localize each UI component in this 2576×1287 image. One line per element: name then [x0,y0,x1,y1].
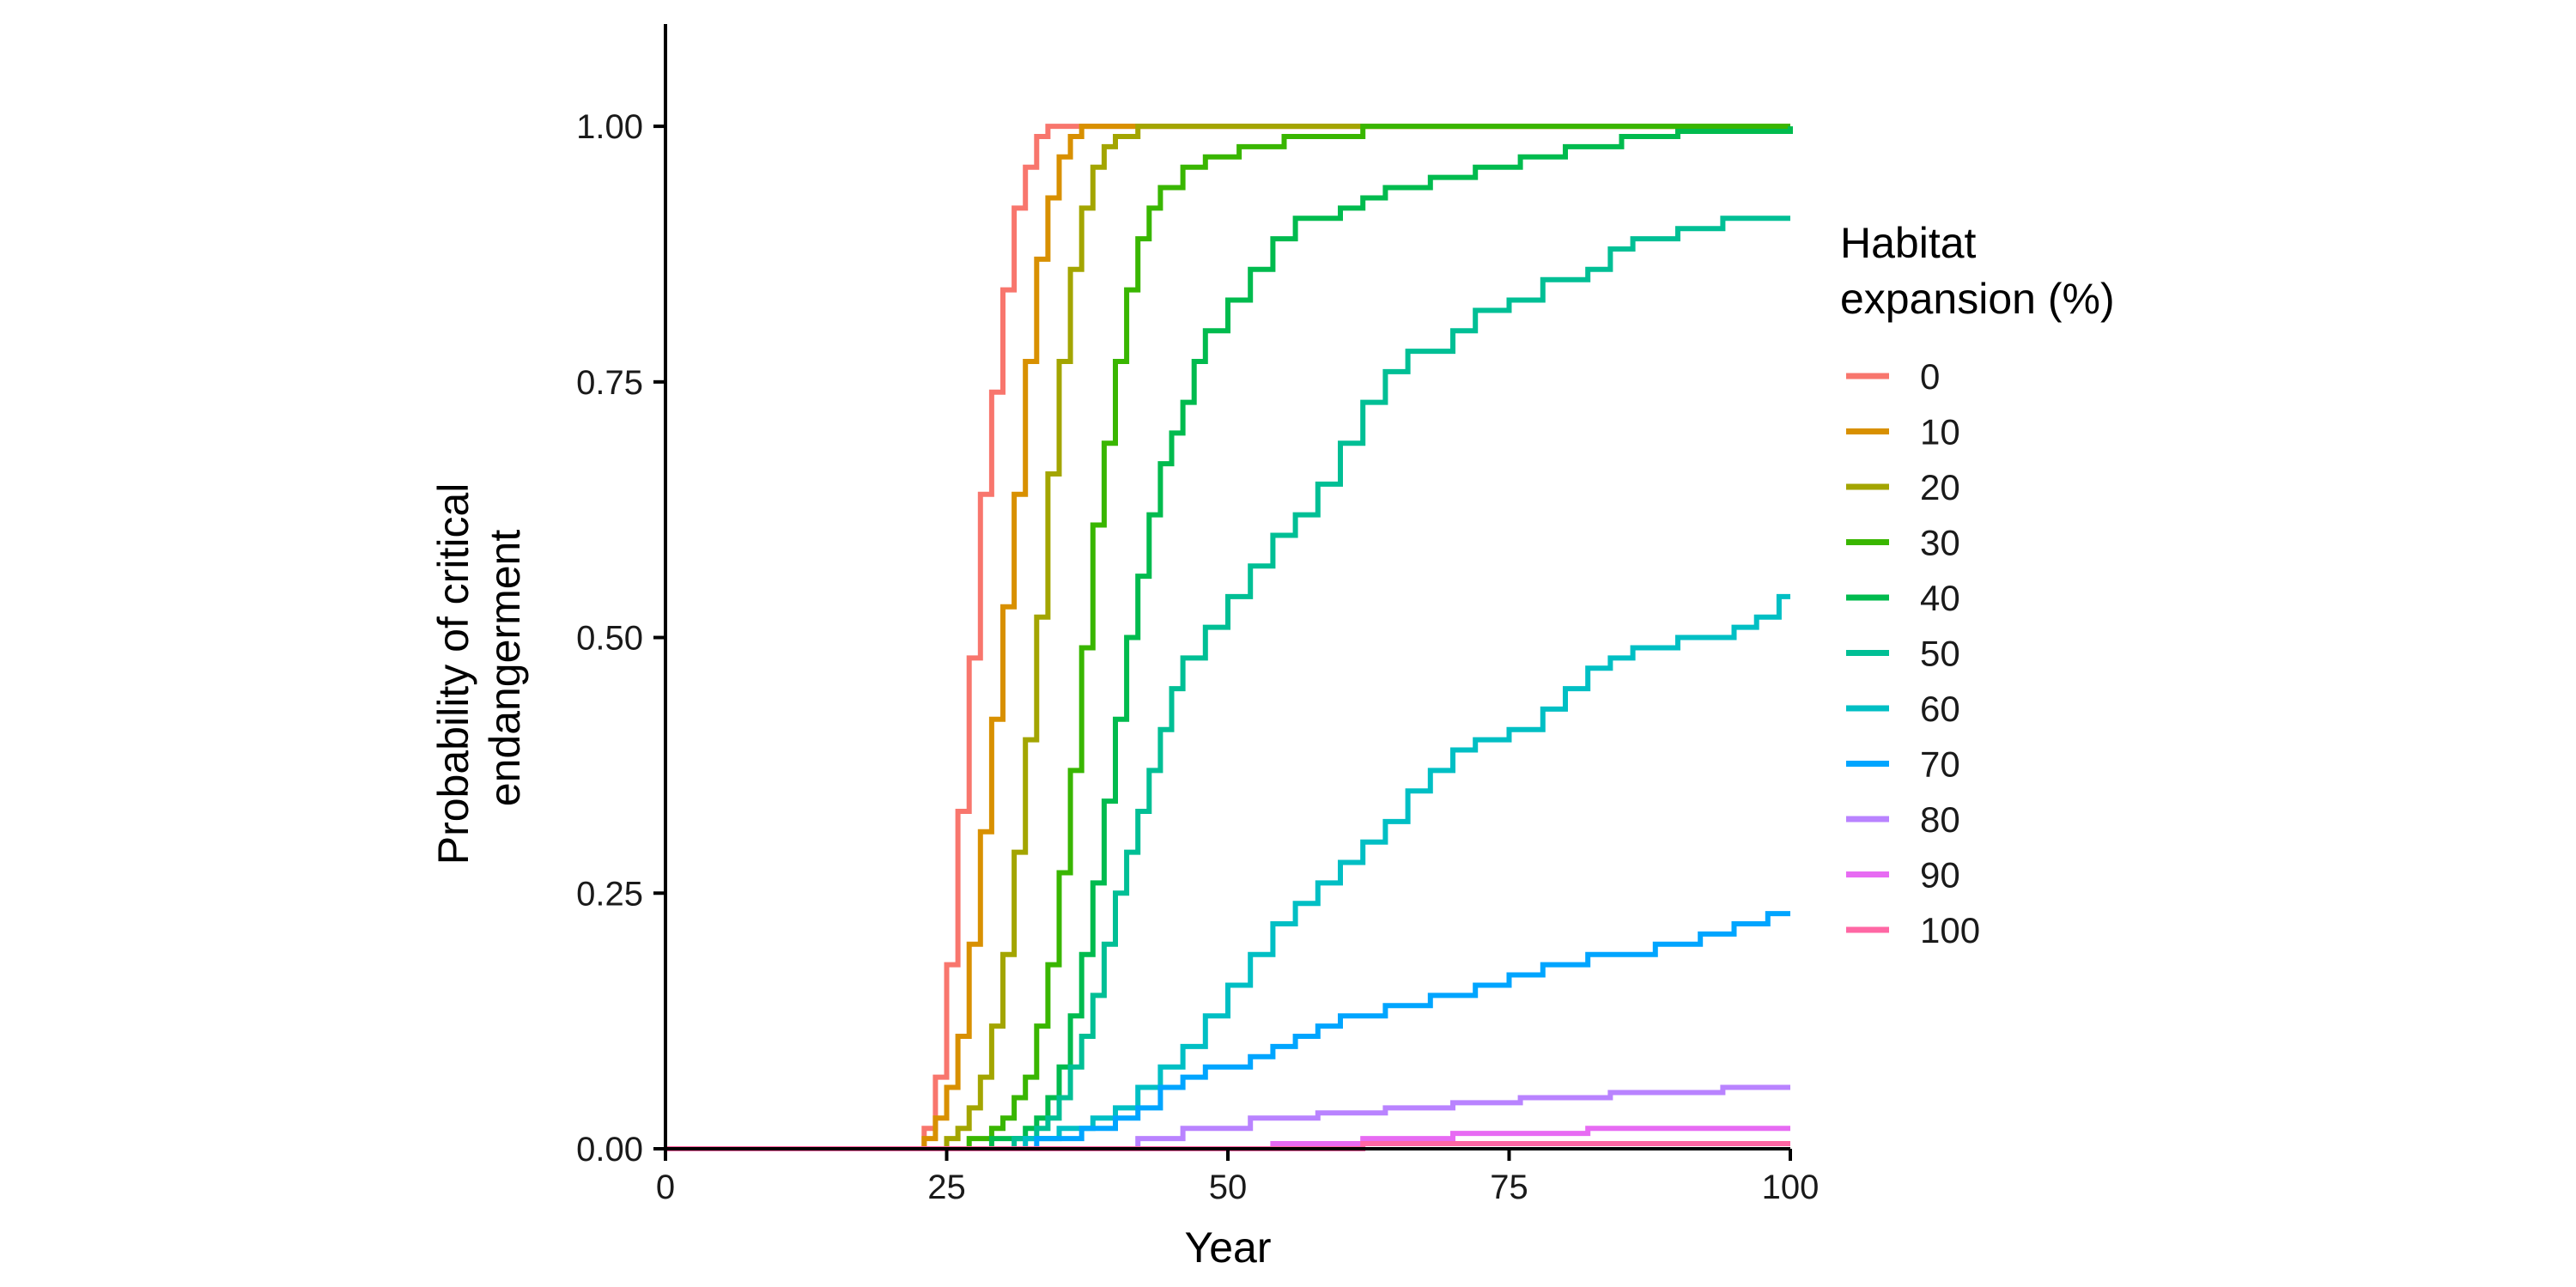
series-line-40 [665,126,1793,1151]
series-line-30 [665,124,1790,1151]
y-tick-label: 0.00 [576,1131,643,1169]
y-axis-title-line-2: endangerment [481,530,529,807]
legend-item-70: 70 [1846,744,1960,785]
series-line-70 [665,911,1790,1151]
legend-label-50: 50 [1920,634,1960,674]
legend-label-70: 70 [1920,744,1960,785]
x-tick-label: 75 [1490,1169,1528,1206]
legend-item-50: 50 [1846,634,1960,674]
y-tick-label: 0.75 [576,364,643,402]
legend-item-20: 20 [1846,467,1960,507]
x-tick-label: 0 [656,1169,675,1206]
y-axis-title-line-1: Probability of critical [429,483,477,865]
legend-item-80: 80 [1846,799,1960,840]
x-ticks: 0 25 50 75 100 [656,1149,1820,1206]
plot-lines [665,124,1793,1151]
series-line-60 [665,593,1790,1151]
legend-title-line-1: Habitat [1840,219,1977,267]
legend-label-60: 60 [1920,689,1960,729]
legend-label-0: 0 [1920,356,1940,397]
legend-title: Habitat expansion (%) [1840,219,2115,323]
legend-item-40: 40 [1846,578,1960,618]
legend-label-40: 40 [1920,578,1960,618]
series-line-10 [665,124,1790,1151]
legend-item-0: 0 [1846,356,1940,397]
y-tick-label: 0.50 [576,620,643,658]
legend-item-90: 90 [1846,855,1960,895]
y-ticks: 0.00 0.25 0.50 0.75 1.00 [576,108,665,1169]
legend-label-30: 30 [1920,523,1960,563]
x-axis-title: Year [1184,1223,1271,1272]
x-tick-label: 100 [1762,1169,1820,1206]
y-tick-label: 1.00 [576,108,643,146]
series-line-80 [665,1084,1790,1151]
y-tick-label: 0.25 [576,875,643,913]
legend-title-line-2: expansion (%) [1840,275,2115,323]
legend-item-10: 10 [1846,412,1960,452]
series-line-0 [665,124,1790,1151]
legend-label-100: 100 [1920,910,1980,950]
x-tick-label: 50 [1209,1169,1248,1206]
legend-items: 0 10 20 30 40 50 60 70 80 90 100 [1846,356,1980,950]
legend-item-30: 30 [1846,523,1960,563]
legend-item-60: 60 [1846,689,1960,729]
legend-label-20: 20 [1920,467,1960,507]
y-axis-title: Probability of critical endangerment [429,471,529,865]
x-tick-label: 25 [927,1169,966,1206]
legend-item-100: 100 [1846,910,1980,950]
legend-label-10: 10 [1920,412,1960,452]
series-line-50 [665,216,1790,1151]
series-line-20 [665,124,1790,1151]
legend: Habitat expansion (%) 0 10 20 30 40 50 60 70 80 9… [1840,219,2115,950]
legend-label-90: 90 [1920,855,1960,895]
legend-label-80: 80 [1920,799,1960,840]
